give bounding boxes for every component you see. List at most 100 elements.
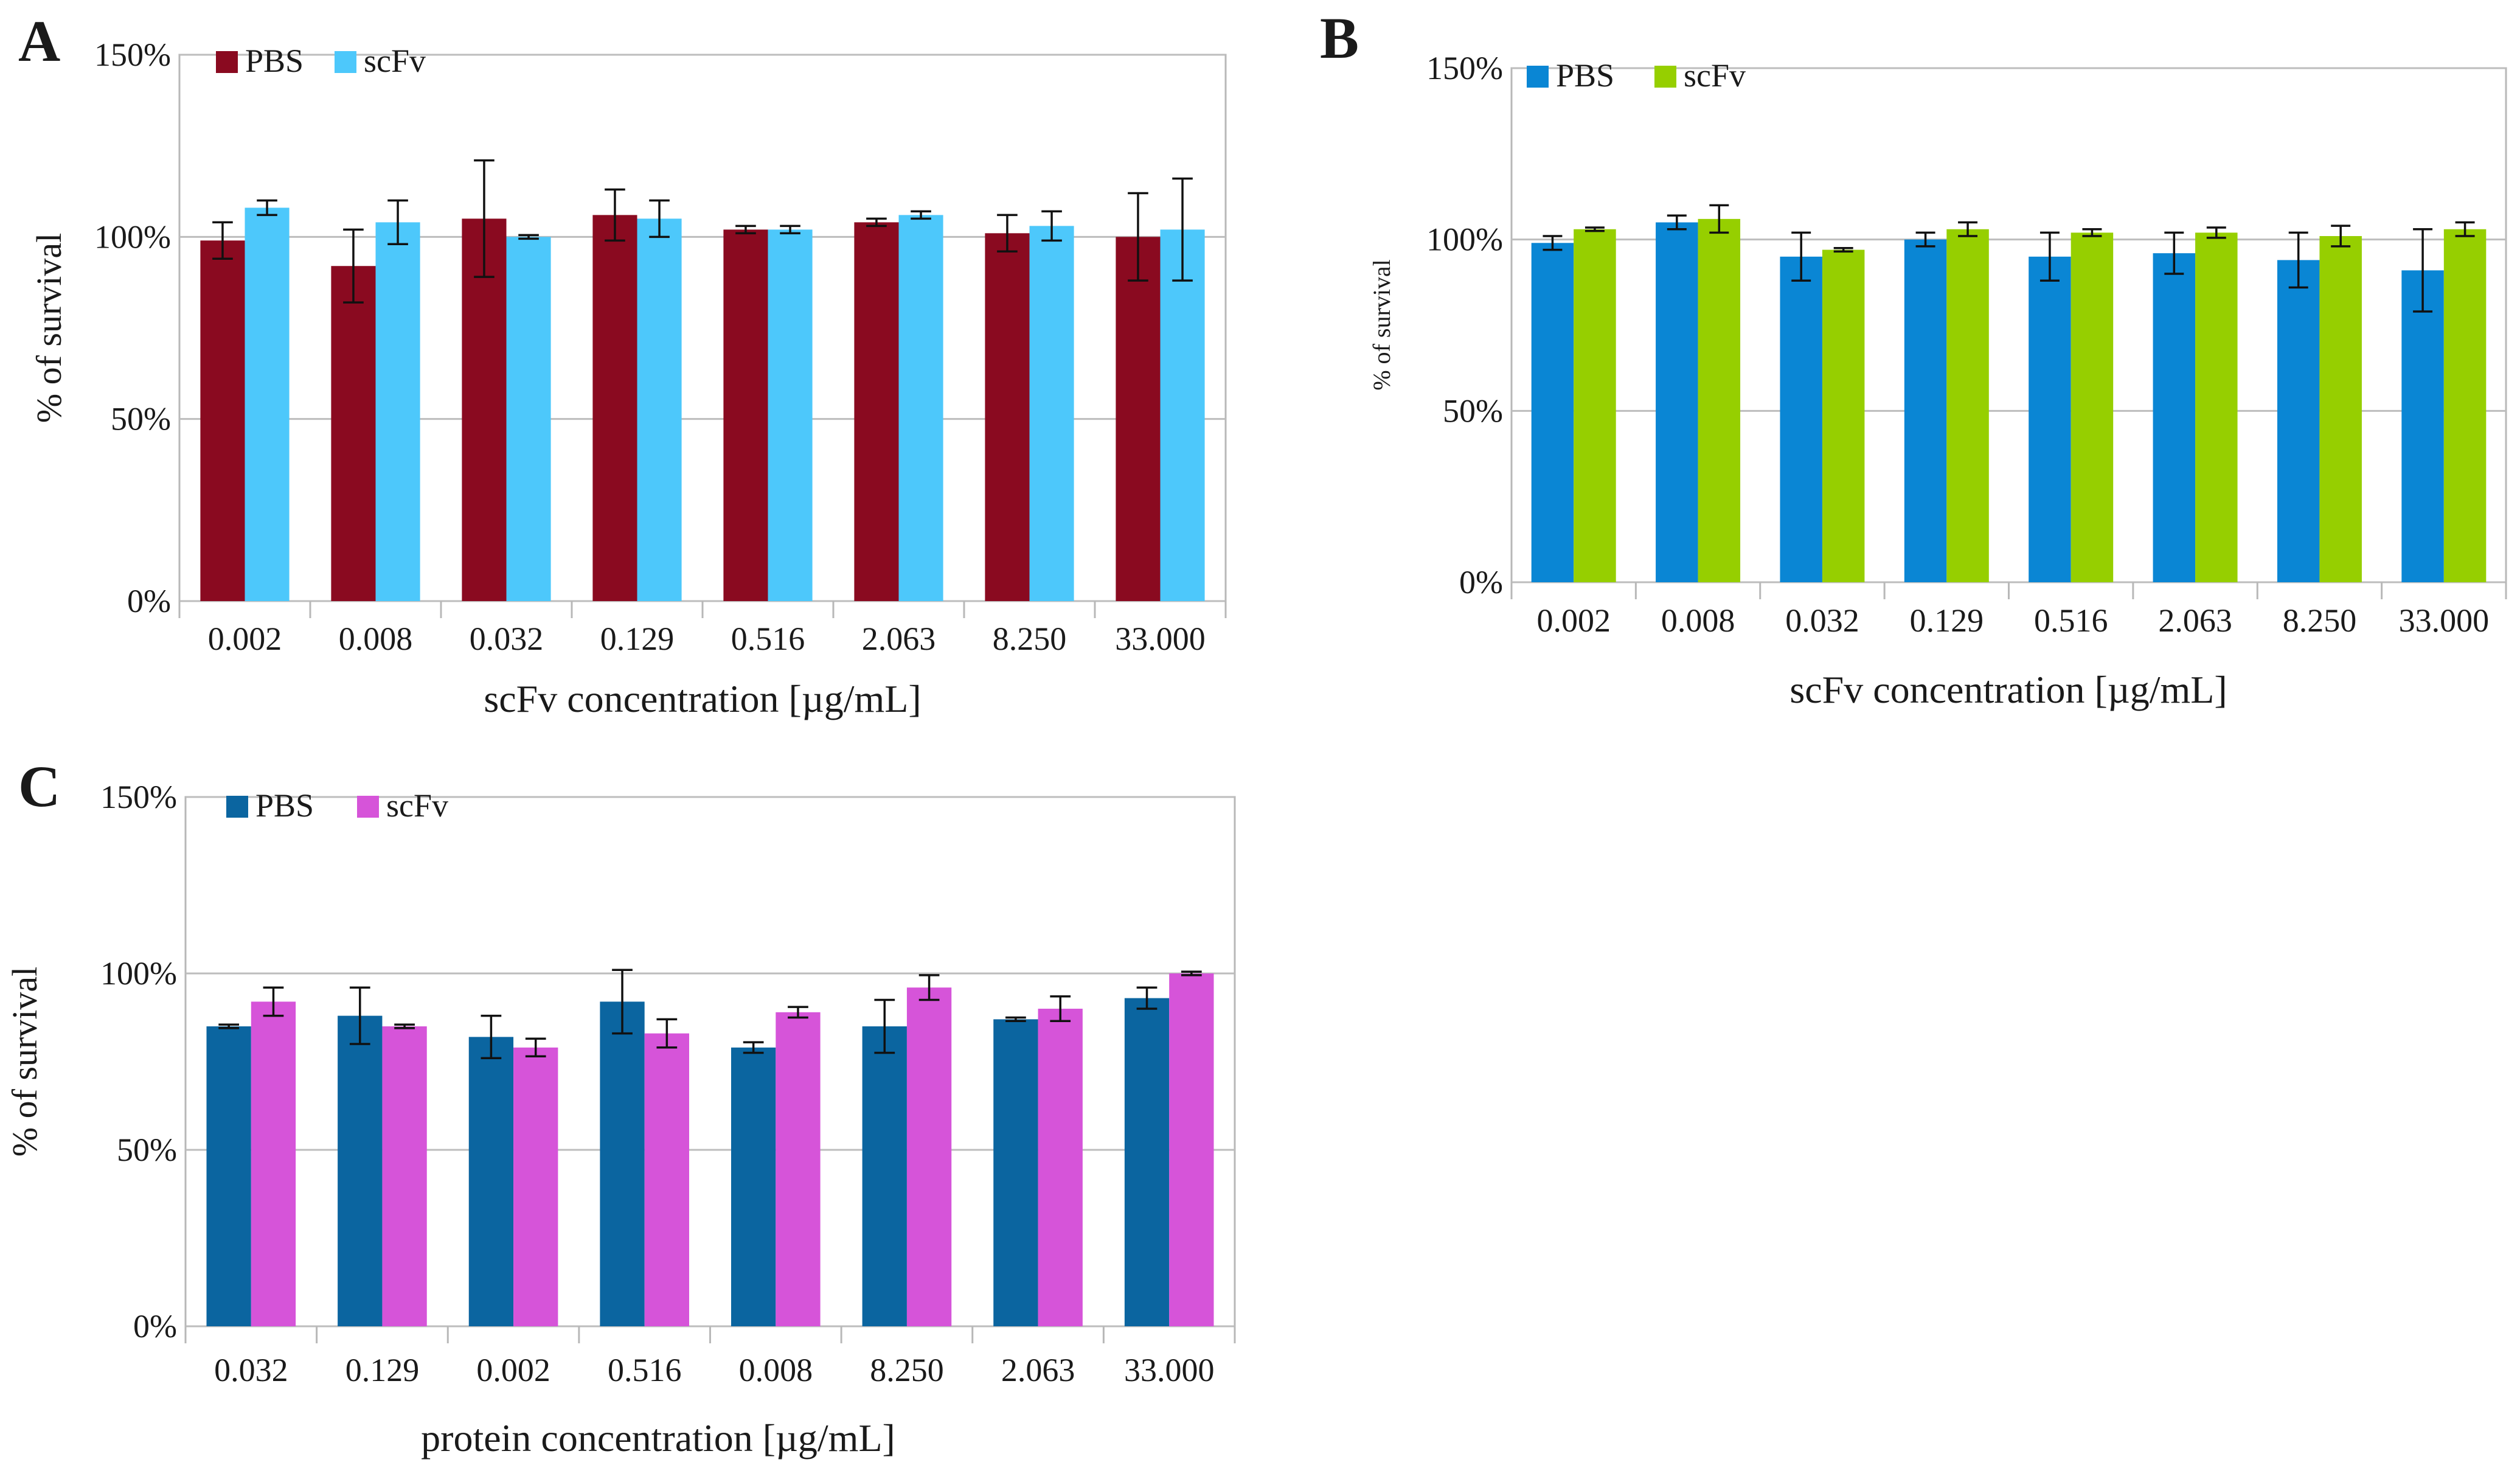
legend-label: scFv bbox=[386, 787, 448, 824]
x-tick-label: 33.000 bbox=[1124, 1352, 1215, 1388]
x-tick-label: 0.008 bbox=[739, 1352, 813, 1388]
y-axis-label: % of survival bbox=[1368, 259, 1395, 391]
y-tick-label: 50% bbox=[1443, 392, 1503, 429]
bar-pbs bbox=[993, 1019, 1038, 1326]
bar-scfv bbox=[768, 229, 813, 601]
bar-scfv bbox=[1029, 226, 1074, 602]
bar-scfv bbox=[898, 215, 943, 601]
x-tick-label: 0.002 bbox=[476, 1352, 550, 1388]
legend-swatch-pbs bbox=[216, 51, 238, 73]
bar-scfv bbox=[1946, 229, 1989, 582]
y-axis-label: % of survival bbox=[5, 967, 44, 1157]
bar-pbs bbox=[985, 233, 1030, 601]
bar-scfv bbox=[2319, 236, 2362, 582]
bar-scfv bbox=[2070, 232, 2114, 582]
bar-pbs bbox=[200, 240, 245, 601]
bar-scfv bbox=[245, 207, 290, 601]
bar-scfv bbox=[1038, 1009, 1083, 1326]
x-tick-label: 0.516 bbox=[2034, 602, 2108, 639]
bar-scfv bbox=[1698, 218, 1741, 582]
legend-swatch-scfv bbox=[1654, 66, 1676, 88]
bar-pbs bbox=[462, 218, 507, 601]
x-tick-label: 0.516 bbox=[608, 1352, 682, 1388]
y-tick-label: 100% bbox=[94, 218, 171, 255]
y-tick-label: 150% bbox=[94, 37, 171, 73]
x-tick-label: 0.032 bbox=[470, 621, 544, 657]
chart-panel-a: A 0% 50% 100% 150% 0.002 0.008 0.032 0.129 0.516 2… bbox=[18, 9, 1227, 720]
x-axis-label: scFv concentration [µg/mL] bbox=[1789, 668, 2227, 711]
bar-scfv bbox=[1574, 229, 1616, 582]
legend-label: PBS bbox=[245, 43, 304, 79]
x-axis-label: protein concentration [µg/mL] bbox=[421, 1416, 895, 1460]
y-tick-label: 50% bbox=[111, 401, 171, 437]
x-tick-label: 2.063 bbox=[2158, 602, 2232, 639]
bar-scfv bbox=[1160, 229, 1205, 601]
bar-pbs bbox=[1531, 243, 1574, 582]
bar-scfv bbox=[2195, 232, 2238, 582]
bar-pbs bbox=[2153, 253, 2196, 582]
bar-pbs bbox=[1124, 998, 1170, 1326]
bar-scfv bbox=[506, 237, 551, 601]
y-tick-label: 100% bbox=[1426, 221, 1503, 258]
x-tick-label: 2.063 bbox=[1001, 1352, 1075, 1388]
legend-label: scFv bbox=[1684, 57, 1746, 94]
bar-pbs bbox=[862, 1026, 907, 1326]
bar-scfv bbox=[513, 1047, 558, 1326]
x-tick-label: 8.250 bbox=[870, 1352, 944, 1388]
bar-pbs bbox=[1116, 237, 1161, 601]
bar-scfv bbox=[251, 1001, 296, 1326]
y-tick-label: 50% bbox=[117, 1132, 177, 1168]
bar-pbs bbox=[468, 1037, 514, 1326]
x-tick-label: 33.000 bbox=[2399, 602, 2490, 639]
bar-scfv bbox=[382, 1026, 427, 1326]
bar-pbs bbox=[2029, 256, 2071, 582]
x-tick-label: 33.000 bbox=[1115, 621, 1206, 657]
bar-pbs bbox=[592, 215, 637, 601]
y-tick-label: 150% bbox=[100, 779, 177, 815]
y-tick-label: 150% bbox=[1426, 50, 1503, 86]
bar-pbs bbox=[1904, 239, 1947, 583]
bar-scfv bbox=[1169, 973, 1214, 1326]
legend-swatch-scfv bbox=[357, 796, 379, 818]
chart-panel-b: B 0% 50% 100% 150% 0.002 0.008 0.032 0.129 0.516 2… bbox=[1320, 5, 2507, 711]
bar-scfv bbox=[637, 218, 682, 601]
y-axis-label: % of survival bbox=[29, 233, 69, 423]
x-tick-label: 2.063 bbox=[862, 621, 936, 657]
bar-pbs bbox=[723, 229, 768, 601]
x-tick-label: 0.008 bbox=[339, 621, 413, 657]
legend-swatch-pbs bbox=[1527, 66, 1549, 88]
bar-pbs bbox=[2277, 260, 2320, 582]
y-tick-label: 0% bbox=[1459, 564, 1503, 600]
bar-scfv bbox=[776, 1012, 821, 1326]
y-tick-label: 0% bbox=[127, 583, 171, 619]
x-tick-label: 0.129 bbox=[600, 621, 675, 657]
bar-pbs bbox=[854, 222, 899, 601]
bar-pbs bbox=[600, 1001, 645, 1326]
legend-label: PBS bbox=[255, 787, 314, 824]
panel-letter: B bbox=[1320, 5, 1359, 71]
x-tick-label: 0.129 bbox=[345, 1352, 420, 1388]
legend-swatch-pbs bbox=[226, 796, 248, 818]
x-tick-label: 8.250 bbox=[993, 621, 1067, 657]
bar-pbs bbox=[731, 1047, 776, 1326]
x-tick-label: 0.516 bbox=[731, 621, 805, 657]
legend-label: scFv bbox=[364, 43, 426, 79]
bar-pbs bbox=[206, 1026, 251, 1326]
panel-letter: A bbox=[18, 9, 60, 74]
x-tick-label: 0.008 bbox=[1661, 602, 1735, 639]
y-tick-label: 0% bbox=[133, 1308, 177, 1345]
bar-scfv bbox=[375, 222, 420, 601]
bar-pbs bbox=[1656, 222, 1698, 582]
x-tick-label: 0.129 bbox=[1910, 602, 1984, 639]
x-tick-label: 0.002 bbox=[1536, 602, 1611, 639]
bar-pbs bbox=[1780, 256, 1822, 582]
bar-scfv bbox=[644, 1033, 689, 1326]
x-axis-label: scFv concentration [µg/mL] bbox=[484, 677, 921, 720]
x-tick-label: 0.032 bbox=[1785, 602, 1859, 639]
chart-panel-c: C 0% 50% 100% 150% 0.032 0.129 0.002 0.516 0.008 8… bbox=[5, 754, 1236, 1460]
bar-pbs bbox=[331, 266, 376, 601]
x-tick-label: 8.250 bbox=[2283, 602, 2357, 639]
panel-letter: C bbox=[18, 754, 60, 819]
bar-pbs bbox=[338, 1015, 383, 1326]
